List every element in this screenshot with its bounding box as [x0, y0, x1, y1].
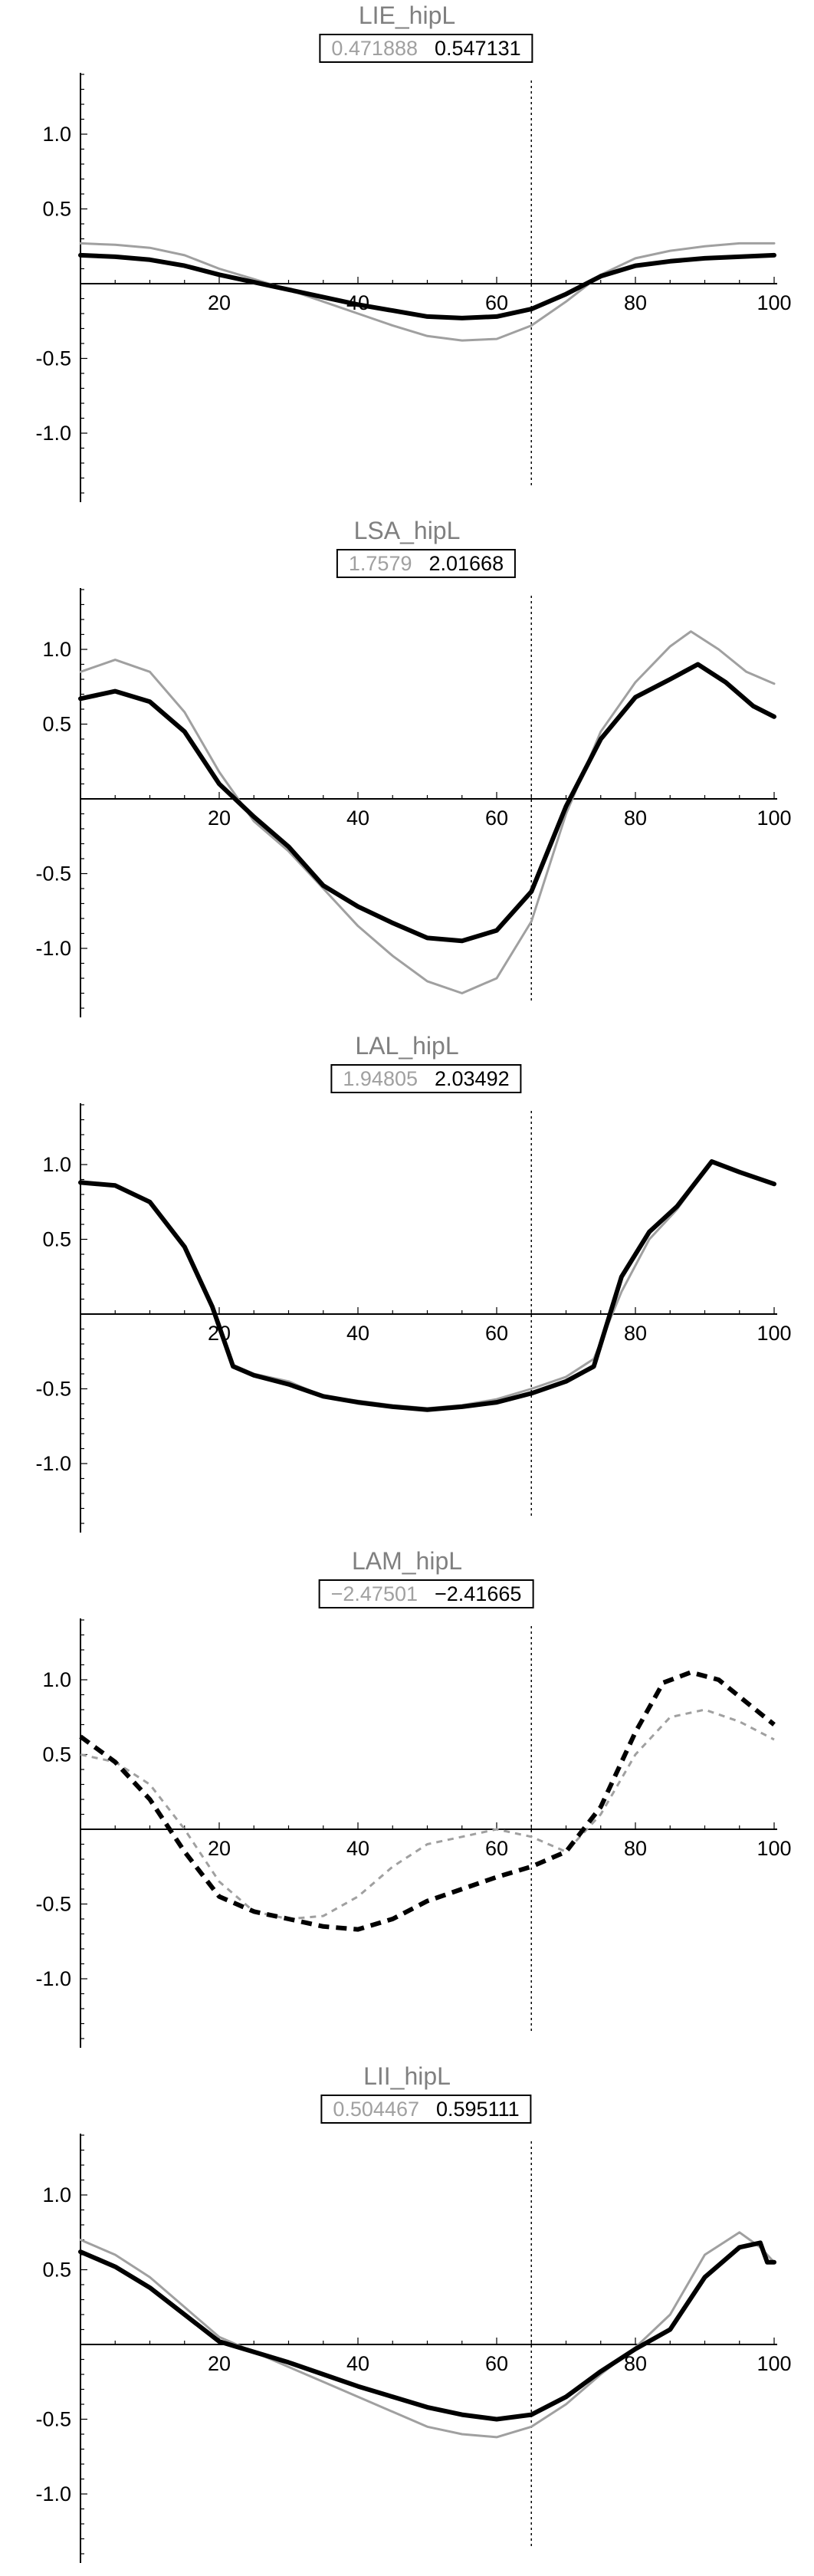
x-tick-label: 20: [208, 1837, 231, 1860]
reference-value: 1.7579: [348, 551, 412, 575]
series-line-reference: [79, 2231, 776, 2439]
x-tick-label: 100: [757, 1322, 791, 1345]
series-line-current: [78, 252, 776, 320]
chart-title: LAL_hipL: [355, 1032, 459, 1060]
y-tick-label: -0.5: [35, 863, 71, 886]
y-tick-label: 1.0: [42, 2183, 71, 2206]
legend-value-box: 1.94805 2.03492: [330, 1064, 522, 1093]
x-tick-label: 80: [624, 807, 647, 830]
x-tick-label: 60: [485, 1322, 508, 1345]
series-line-current: [78, 2240, 776, 2422]
y-tick-label: -0.5: [35, 347, 71, 370]
y-tick-label: 1.0: [42, 123, 71, 146]
x-tick-label: 60: [485, 2352, 508, 2375]
chart-panel-lam: LAM_hipL −2.47501 −2.41665 1.0 0.5 -0.5 -1.…: [0, 1546, 814, 2061]
x-tick-label: 40: [346, 1837, 369, 1860]
series-line-reference: [79, 242, 776, 342]
chart-title: LSA_hipL: [353, 517, 461, 544]
series-line-reference: [79, 630, 776, 994]
y-tick-label: 1.0: [42, 638, 71, 661]
y-tick-label: 0.5: [42, 198, 71, 221]
chart-panel-lal: LAL_hipL 1.94805 2.03492 1.0 0.5 -0.5 -1.0 2…: [0, 1030, 814, 1546]
y-tick-label: -0.5: [35, 1378, 71, 1401]
current-value: 0.595111: [436, 2097, 520, 2121]
current-value: −2.41665: [435, 1582, 522, 1605]
series-line-current: [79, 1670, 776, 1932]
x-tick-label: 100: [757, 291, 791, 314]
y-tick-label: 0.5: [42, 2259, 71, 2282]
legend-value-box: −2.47501 −2.41665: [318, 1579, 534, 1608]
x-tick-label: 100: [757, 807, 791, 830]
x-tick-label: 40: [346, 2352, 369, 2375]
y-tick-label: 0.5: [42, 1743, 71, 1766]
chart-plot-lii: 1.00.5-0.5-1.020 40 60 80 100: [35, 2134, 792, 2563]
series-line-reference: [80, 1708, 775, 1921]
y-tick-label: 1.0: [42, 1153, 71, 1176]
current-value: 0.547131: [435, 36, 521, 60]
series-line-current: [78, 1159, 776, 1412]
y-tick-label: 1.0: [42, 1668, 71, 1691]
x-tick-label: 100: [757, 1837, 791, 1860]
y-tick-label: 0.5: [42, 713, 71, 736]
legend-value-box: 0.504467 0.595111: [320, 2095, 532, 2124]
chart-title: LAM_hipL: [351, 1547, 463, 1575]
x-tick-label: 40: [346, 807, 369, 830]
reference-value: 0.504467: [333, 2097, 420, 2121]
x-tick-label: 20: [208, 807, 231, 830]
y-tick-label: -1.0: [35, 2482, 71, 2505]
x-tick-label: 80: [624, 1837, 647, 1860]
series-line-reference: [79, 1160, 776, 1410]
chart-panel-lie: LIE_hipL 0.471888 0.547131 1.0 0.5 -0.5 -1.…: [0, 0, 814, 515]
chart-plot-lie: 1.00.5-0.5-1.020 40 60 80 100: [35, 73, 792, 502]
x-tick-label: 60: [485, 291, 508, 314]
reference-value: −2.47501: [330, 1582, 418, 1605]
chart-title: LIE_hipL: [358, 2, 456, 29]
chart-title: LII_hipL: [363, 2062, 451, 2090]
chart-plot-lsa: 1.0 0.5 -0.5 -1.0 20 40 60 80 100: [35, 588, 792, 1017]
chart-plot-lal: 1.00.5-0.5-1.020 40 60 80 100: [35, 1103, 792, 1533]
x-tick-label: 80: [624, 1322, 647, 1345]
y-tick-label: -1.0: [35, 1967, 71, 1990]
y-tick-label: -0.5: [35, 1893, 71, 1916]
chart-panel-lii: LII_hipL 0.504467 0.595111 1.0 0.5 -0.5 -1.…: [0, 2061, 814, 2576]
x-tick-label: 80: [624, 291, 647, 314]
y-tick-label: -1.0: [35, 937, 71, 960]
chart-plot-lam: 1.0 0.5 -0.5 -1.0 20 40 60 80 100: [35, 1618, 792, 2048]
legend-value-box: 0.471888 0.547131: [319, 34, 533, 63]
series-line-current: [78, 662, 776, 944]
y-tick-label: -1.0: [35, 1452, 71, 1475]
x-tick-label: 60: [485, 1837, 508, 1860]
x-tick-label: 20: [208, 291, 231, 314]
chart-panel-lsa: LSA_hipL 1.7579 2.01668 1.0 0.5 -0.5 -1.0 20…: [0, 515, 814, 1030]
current-value: 2.01668: [428, 551, 504, 575]
y-tick-label: -0.5: [35, 2408, 71, 2431]
y-tick-label: -1.0: [35, 422, 71, 445]
x-tick-label: 100: [757, 2352, 791, 2375]
x-tick-label: 20: [208, 2352, 231, 2375]
reference-value: 1.94805: [343, 1066, 418, 1090]
x-tick-label: 60: [485, 807, 508, 830]
current-value: 2.03492: [435, 1066, 510, 1090]
reference-value: 0.471888: [331, 36, 418, 60]
x-tick-label: 40: [346, 1322, 369, 1345]
legend-value-box: 1.7579 2.01668: [336, 549, 517, 578]
y-tick-label: 0.5: [42, 1228, 71, 1251]
